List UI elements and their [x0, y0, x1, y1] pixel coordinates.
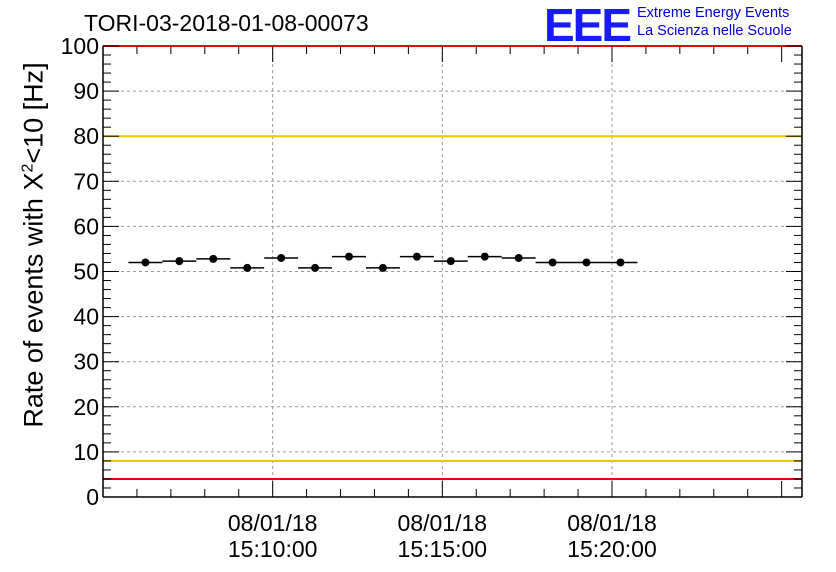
y-tick-labels: 0 10 20 30 40 50 60 70 80 90 100 [61, 33, 99, 510]
data-point [399, 252, 434, 261]
data-point-marker [209, 254, 218, 263]
y-axis-label: Rate of events with X2<10 [Hz] [19, 62, 50, 427]
data-point-marker [480, 252, 489, 261]
y-tick-label: 40 [73, 304, 99, 330]
data-point-marker [616, 258, 625, 267]
logo-line-2: La Scienza nelle Scuole [637, 23, 792, 39]
axes-frame [102, 45, 803, 498]
data-point [603, 258, 638, 267]
data-point [196, 254, 231, 263]
data-point [467, 252, 502, 261]
data-point-marker [548, 258, 557, 267]
y-tick-label: 90 [73, 78, 99, 104]
y-tick-label: 10 [73, 439, 99, 465]
x-tick-date: 08/01/18 [398, 510, 488, 536]
data-point-marker [582, 258, 591, 267]
data-point-marker [412, 252, 421, 261]
data-point-marker [141, 258, 150, 267]
x-tick-time: 15:10:00 [228, 536, 318, 562]
y-tick-label: 70 [73, 168, 99, 194]
data-point-marker [311, 263, 320, 272]
data-point-marker [277, 253, 286, 262]
y-tick-label: 60 [73, 213, 99, 239]
data-point-marker [446, 257, 455, 266]
x-tick-date: 08/01/18 [567, 510, 657, 536]
data-point [230, 263, 265, 272]
x-tick-time: 15:20:00 [567, 536, 657, 562]
y-tick-label: 100 [61, 33, 99, 59]
data-point [535, 258, 570, 267]
data-point [365, 263, 400, 272]
data-point [162, 257, 197, 266]
y-axis-label-suffix: <10 [Hz] [18, 62, 49, 164]
x-tick-labels: 08/01/1815:10:0008/01/1815:15:0008/01/18… [228, 510, 657, 562]
y-tick-label: 80 [73, 123, 99, 149]
y-tick-label: 0 [86, 484, 99, 510]
data-point-marker [243, 263, 252, 272]
run-title: TORI-03-2018-01-08-00073 [84, 10, 369, 36]
data-point-marker [378, 263, 387, 272]
data-point [298, 263, 333, 272]
y-axis-label-prefix: Rate of events with X [18, 172, 49, 428]
data-point [433, 257, 468, 266]
data-point-marker [345, 252, 354, 261]
reference-lines [103, 45, 802, 480]
data-point [501, 253, 536, 262]
y-tick-label: 30 [73, 349, 99, 375]
data-point-marker [175, 257, 184, 266]
data-point-marker [514, 253, 523, 262]
x-tick-date: 08/01/18 [228, 510, 318, 536]
x-tick-time: 15:15:00 [398, 536, 488, 562]
eee-logo-mark: EEE [544, 0, 632, 51]
y-axis-label-sup: 2 [19, 163, 37, 173]
logo-line-1: Extreme Energy Events [637, 5, 790, 21]
data-point [569, 258, 604, 267]
data-points [128, 252, 638, 272]
y-tick-label: 50 [73, 259, 99, 285]
eee-logo-text: Extreme Energy Events La Scienza nelle S… [637, 4, 792, 40]
grid-lines [103, 46, 802, 497]
data-point [128, 258, 163, 267]
data-point [264, 253, 299, 262]
y-tick-label: 20 [73, 394, 99, 420]
data-point [332, 252, 366, 261]
